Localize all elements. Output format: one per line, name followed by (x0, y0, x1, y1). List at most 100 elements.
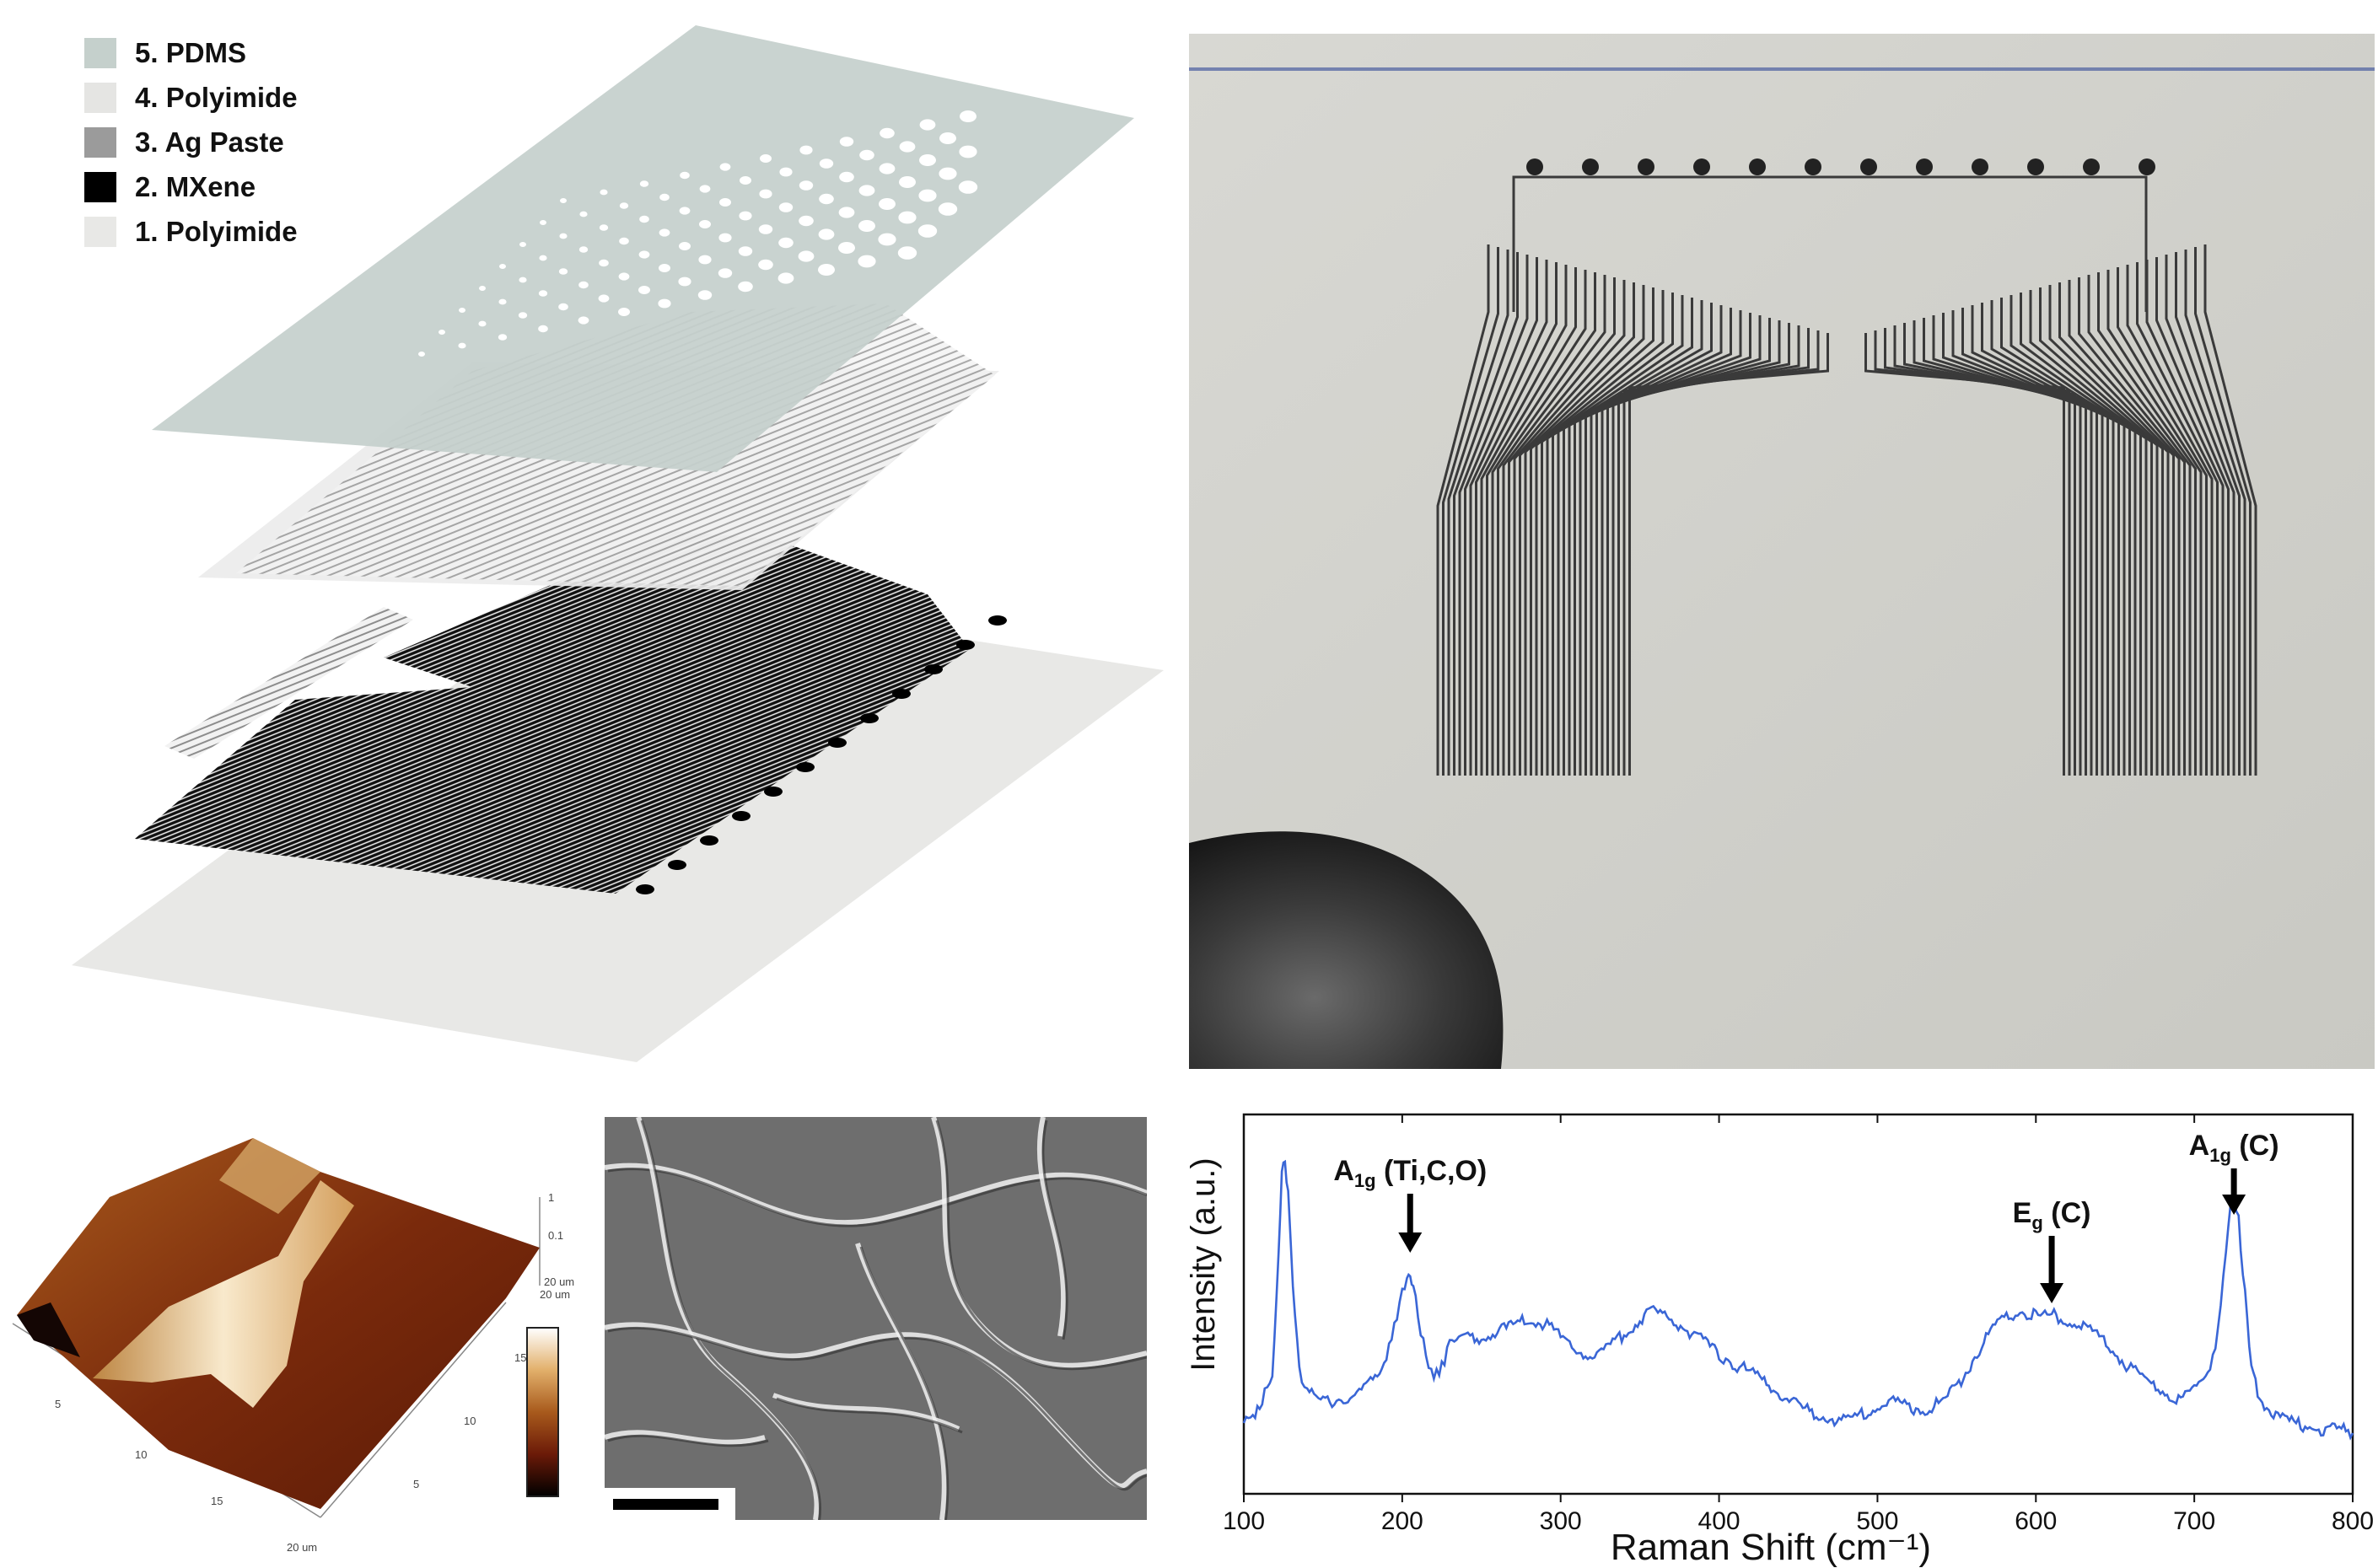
electrode-trace (1436, 244, 1490, 776)
pdms-hole (838, 207, 855, 218)
electrode-trace (1491, 270, 1587, 776)
peak-annotation: Eg (C) (2013, 1197, 2091, 1303)
pdms-hole (738, 281, 753, 293)
electrode-trace (2087, 275, 2192, 776)
peak-annotation: A1g (C) (2189, 1130, 2279, 1215)
pdms-hole (639, 180, 649, 187)
pdms-hole (600, 189, 608, 196)
electrode-trace (1552, 298, 1693, 776)
pdms-hole (578, 246, 589, 253)
pdms-hole (539, 255, 547, 261)
pdms-hole (599, 224, 609, 231)
sem-wrinkle-shadow (607, 1326, 1147, 1491)
pdms-hole (459, 308, 465, 313)
pdms-hole (959, 145, 977, 158)
legend-label: 5. PDMS (135, 36, 247, 68)
pdms-hole (558, 303, 568, 311)
contact-pad (988, 615, 1007, 626)
legend-swatch (84, 171, 116, 202)
contact-pad (764, 787, 783, 797)
pdms-hole (938, 202, 958, 216)
electrode-pad (1860, 158, 1877, 175)
electrode-trace (1541, 293, 1674, 776)
pdms-hole (718, 268, 733, 278)
pdms-hole (499, 264, 506, 269)
electrode-trace (1524, 285, 1645, 776)
peak-arrow-head (1398, 1232, 1423, 1253)
pdms-hole (518, 312, 528, 319)
contact-pad (636, 884, 654, 894)
pdms-hole (498, 298, 507, 305)
pdms-hole (758, 259, 773, 271)
pdms-hole (678, 277, 691, 287)
afm-x-tick: 15 (211, 1495, 223, 1507)
pdms-hole (540, 220, 546, 225)
legend-label: 3. Ag Paste (135, 126, 284, 158)
x-tick-label: 800 (2332, 1507, 2374, 1535)
electrode-trace (2155, 257, 2230, 776)
x-tick-label: 500 (1856, 1507, 1898, 1535)
pdms-hole (479, 286, 486, 291)
pdms-hole (478, 320, 487, 327)
pdms-hole (858, 185, 875, 196)
sem-wrinkle-shadow (935, 1120, 1147, 1371)
contact-pad (892, 689, 911, 699)
pdms-hole (619, 202, 629, 209)
electrode-trace (1458, 255, 1529, 776)
pdms-hole (519, 277, 527, 283)
electrode-trace (2000, 298, 2142, 776)
afm-colorbar (526, 1327, 559, 1497)
pdms-hole (960, 110, 976, 122)
pdms-hole (699, 185, 711, 193)
electrode-trace (2203, 244, 2257, 776)
pdms-hole (858, 220, 875, 232)
electrode-trace (2117, 267, 2208, 776)
electrode-trace (2097, 272, 2197, 776)
pdms-hole (619, 237, 629, 245)
peak-label: Eg (C) (2013, 1197, 2091, 1233)
legend-swatch (84, 216, 116, 247)
sem-wrinkle-shadow (1041, 1120, 1068, 1340)
pdms-hole (699, 220, 711, 228)
peak-arrow-head (2222, 1195, 2246, 1215)
pdms-hole (838, 242, 855, 254)
afm-y-tick: 10 (464, 1415, 476, 1427)
electrode-trace (2058, 282, 2175, 776)
afm-topography: 1 0.1 20 um 5 10 15 20 um 5 10 15 20 um (12, 1138, 574, 1554)
pdms-hole (697, 290, 713, 300)
afm-x-tick: 5 (55, 1398, 61, 1410)
scale-bar (613, 1499, 718, 1510)
pdms-hole (638, 286, 650, 294)
electrode-trace (2009, 295, 2148, 776)
electrode-pad (2027, 158, 2044, 175)
pdms-hole (859, 149, 874, 161)
pdms-hole (879, 163, 896, 175)
pdms-hole (799, 180, 814, 191)
electrode-trace (1475, 262, 1558, 776)
pdms-hole (818, 228, 835, 240)
electrode-pad (2139, 158, 2155, 175)
legend-item: 4. Polyimide (84, 75, 298, 120)
pdms-hole (719, 198, 731, 207)
pdms-hole (739, 211, 752, 221)
pdms-hole (658, 298, 671, 309)
pdms-hole (879, 198, 896, 210)
electrode-trace (1513, 280, 1626, 776)
pdms-hole (919, 119, 936, 131)
electrode-trace (1447, 250, 1509, 776)
sem-wrinkle (605, 1163, 1147, 1226)
pdms-hole (760, 154, 772, 163)
peak-label: A1g (Ti,C,O) (1333, 1155, 1487, 1191)
pdms-hole (679, 207, 691, 215)
pdms-hole (458, 342, 466, 349)
electrode-trace (1512, 175, 2148, 312)
pdms-hole (917, 224, 938, 238)
sem-wrinkle (855, 1243, 947, 1520)
electrode-trace (2106, 270, 2203, 776)
layer-legend: 5. PDMS 4. Polyimide 3. Ag Paste 2. MXene 1.… (84, 30, 298, 254)
legend-swatch (84, 37, 116, 68)
electrode-pads (1526, 158, 2155, 175)
pdms-hole (498, 334, 508, 341)
pdms-hole (880, 127, 895, 139)
electrode-pad (1805, 158, 1821, 175)
